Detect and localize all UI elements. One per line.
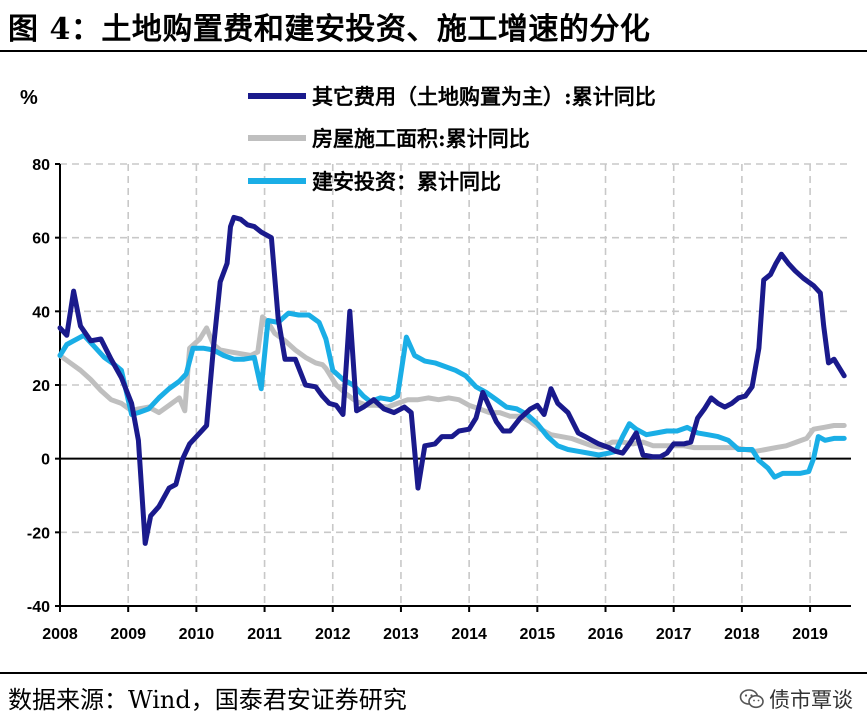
- y-tick-label: 20: [32, 378, 50, 395]
- series-line-other_fees: [57, 214, 847, 546]
- x-tick-label: 2008: [42, 626, 78, 643]
- footer-divider: [0, 672, 867, 674]
- x-tick-label: 2018: [724, 626, 760, 643]
- series-line-construction: [57, 310, 847, 480]
- series-lines: [57, 214, 847, 546]
- y-tick-label: -20: [27, 525, 50, 542]
- x-tick-label: 2016: [588, 626, 624, 643]
- chart-title: 图 4：土地购置费和建安投资、施工增速的分化: [8, 12, 651, 47]
- x-tick-label: 2011: [247, 626, 282, 643]
- x-tick-label: 2014: [451, 626, 487, 643]
- y-tick-label: 80: [32, 157, 50, 174]
- y-tick-label: 40: [32, 304, 50, 321]
- source-note: 数据来源：Wind，国泰君安证券研究: [8, 686, 407, 714]
- x-tick-label: 2015: [520, 626, 556, 643]
- legend-label-floor_area: 房屋施工面积:累计同比: [312, 126, 530, 151]
- wechat-icon: [739, 689, 764, 709]
- wechat-watermark: 债市覃谈: [739, 684, 853, 714]
- gridlines: [60, 163, 851, 606]
- x-tick-label: 2017: [656, 626, 692, 643]
- title-divider: [0, 50, 867, 52]
- axes: -40 -20 0 20 40 60 80 2008 2009 2010 2011 2012 2013 2…: [27, 157, 851, 643]
- legend-label-construction: 建安投资：累计同比: [312, 169, 501, 194]
- line-chart: -40 -20 0 20 40 60 80 2008 2009 2010 2011 2012 2013 2…: [20, 84, 851, 643]
- watermark-text: 债市覃谈: [769, 688, 853, 712]
- y-axis-label: %: [20, 87, 38, 109]
- y-tick-label: 0: [41, 452, 50, 469]
- legend-label-other_fees: 其它费用（土地购置为主）:累计同比: [312, 84, 656, 109]
- x-tick-label: 2009: [110, 626, 146, 643]
- x-tick-label: 2010: [179, 626, 215, 643]
- x-tick-label: 2012: [315, 626, 351, 643]
- x-tick-label: 2013: [383, 626, 419, 643]
- y-tick-label: 60: [32, 231, 50, 248]
- y-tick-label: -40: [27, 599, 50, 616]
- x-tick-label: 2019: [792, 626, 828, 643]
